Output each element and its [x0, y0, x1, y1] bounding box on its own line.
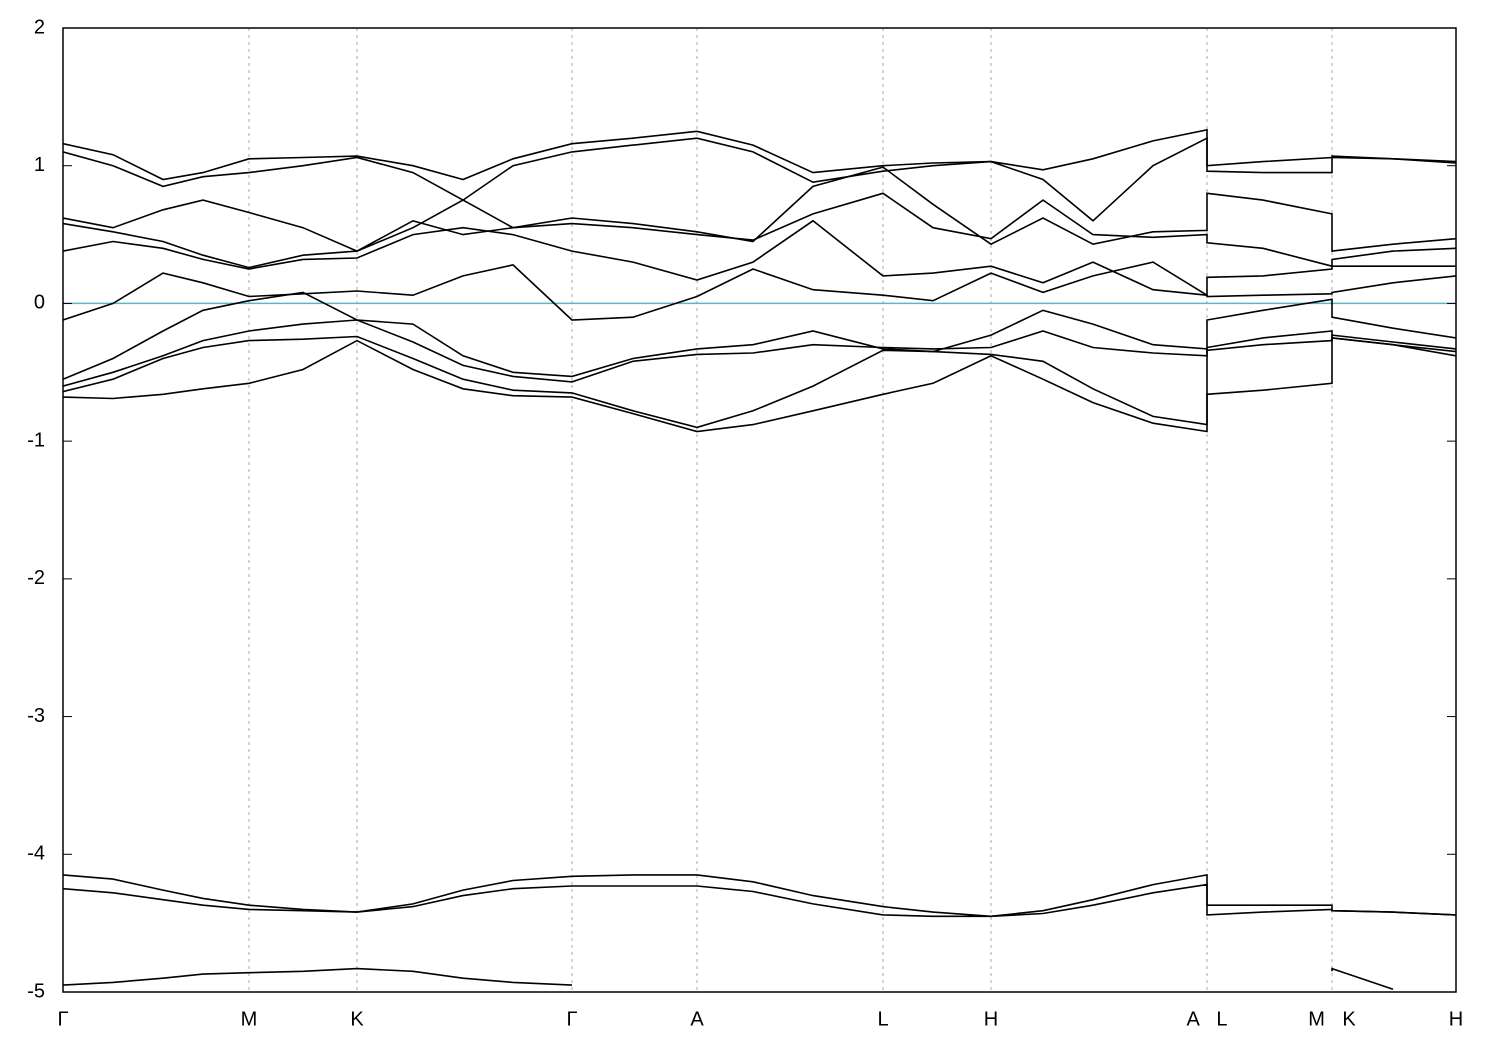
x-tick-label: Γ [57, 1008, 68, 1030]
x-tick-label: H [1449, 1008, 1463, 1030]
y-tick-label: 0 [34, 292, 45, 314]
band-line [63, 873, 1456, 918]
band-line [63, 166, 1456, 252]
y-tick-label: -5 [27, 980, 45, 1002]
y-tick-label: -2 [27, 567, 45, 589]
plot-frame [62, 27, 1457, 993]
x-tick-label: A L [1187, 1008, 1228, 1030]
band-line [63, 261, 1456, 321]
band-line [63, 128, 1456, 181]
band-line [63, 192, 1456, 269]
band-line [63, 136, 1456, 222]
band-line [63, 291, 1456, 380]
band-line [63, 967, 1394, 990]
x-tick-label: M K [1308, 1008, 1356, 1030]
x-tick-label: A [690, 1008, 704, 1030]
band-line [63, 337, 1456, 433]
band-line [63, 219, 1456, 297]
x-tick-label: M [241, 1008, 258, 1030]
x-tick-label: Γ [566, 1008, 577, 1030]
x-tick-label: H [984, 1008, 998, 1030]
x-tick-label: L [877, 1008, 888, 1030]
x-tick-label: K [350, 1008, 364, 1030]
y-tick-label: -3 [27, 705, 45, 727]
y-tick-label: -1 [27, 429, 45, 451]
band-line [63, 319, 1456, 387]
band-line [63, 883, 1456, 918]
y-tick-label: -4 [27, 843, 45, 865]
y-tick-label: 1 [34, 154, 45, 176]
band-line [63, 334, 1456, 429]
y-tick-label: 2 [34, 16, 45, 38]
